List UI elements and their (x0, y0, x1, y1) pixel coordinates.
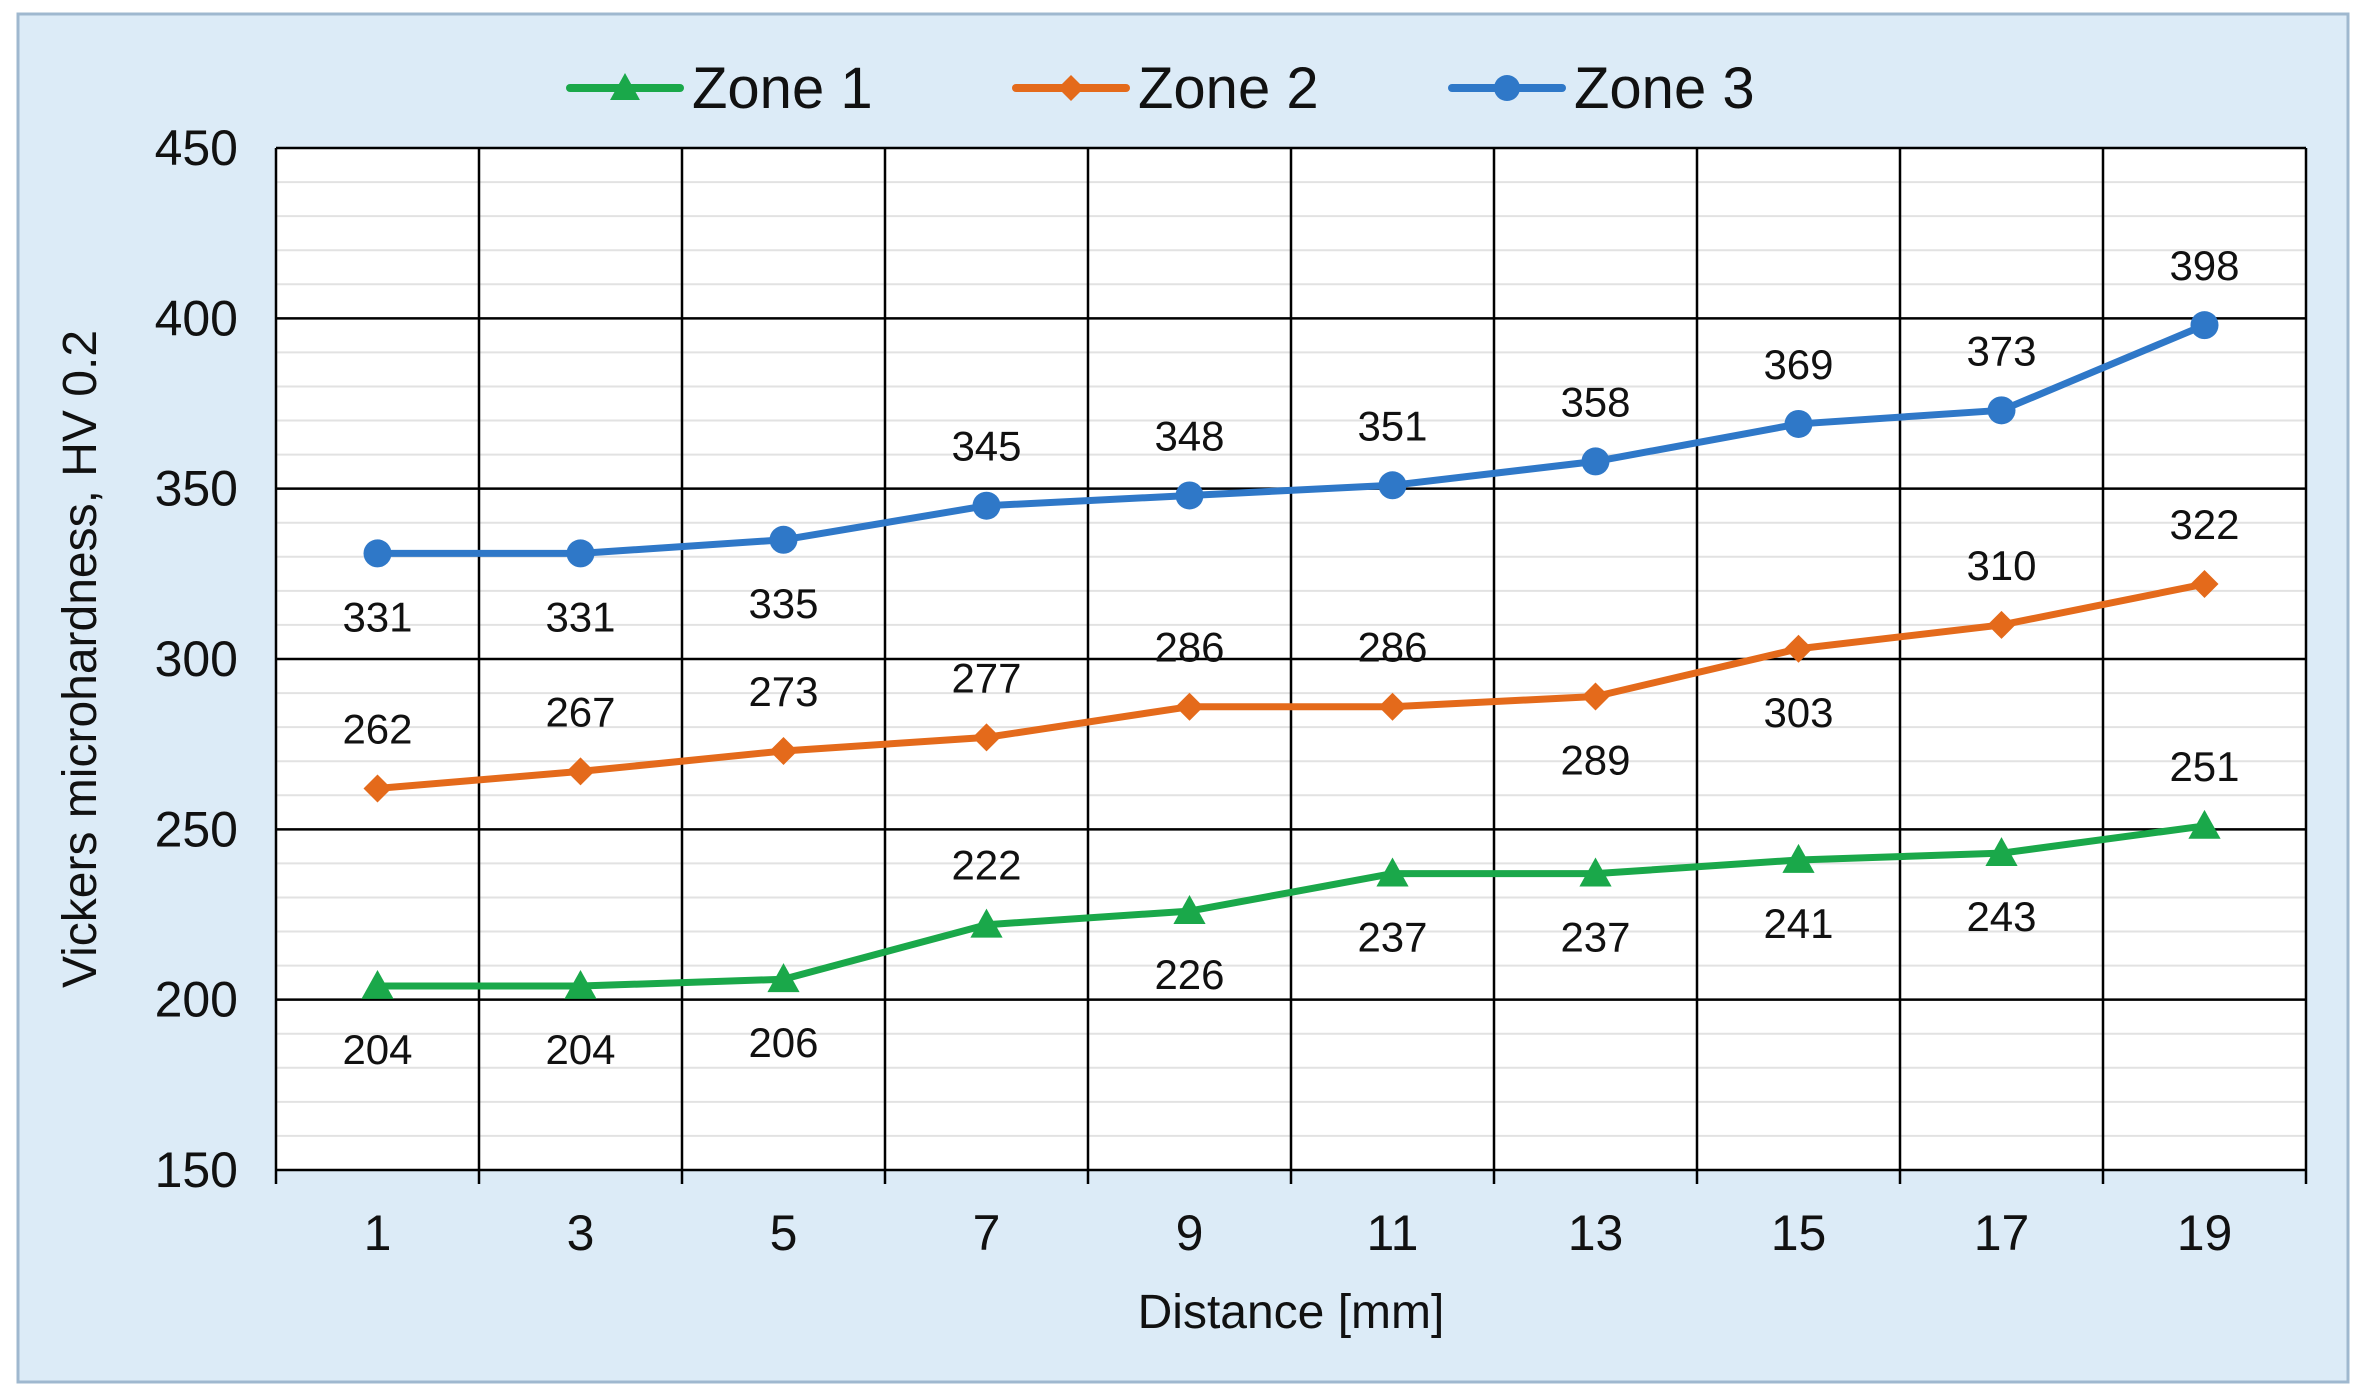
series-3-point (972, 491, 1001, 520)
x-tick-label: 19 (2177, 1205, 2233, 1261)
series-1-point (1376, 857, 1409, 887)
series-2-point (566, 757, 595, 786)
series-1-point (361, 969, 394, 999)
series-2-point (1581, 682, 1610, 711)
series-line-2 (374, 580, 2208, 792)
series-2-point (1987, 610, 2016, 639)
series-3-point (1581, 447, 1610, 476)
x-tick-label: 7 (973, 1205, 1001, 1261)
series-1-point (2188, 809, 2221, 839)
series-3-point (1784, 409, 1813, 438)
series-2-point (1175, 692, 1204, 721)
series-1-data-label: 226 (1154, 951, 1224, 998)
legend-label: Zone 2 (1138, 56, 1319, 121)
legend-swatch-marker (1494, 75, 1520, 101)
series-1-data-label: 206 (748, 1019, 818, 1066)
series-3-data-label: 331 (342, 593, 412, 640)
series-1-point (1579, 857, 1612, 887)
legend-swatch-marker (610, 73, 640, 100)
series-1-data-label: 241 (1763, 900, 1833, 947)
series-2-point (769, 736, 798, 765)
series-3-data-label: 331 (545, 593, 615, 640)
series-markers (361, 311, 2221, 999)
series-3-point (363, 539, 392, 568)
series-3-data-label: 335 (748, 580, 818, 627)
series-2-data-label: 286 (1357, 624, 1427, 671)
series-2-data-label: 262 (342, 705, 412, 752)
legend: Zone 1 Zone 2 Zone 3 (566, 56, 1755, 121)
legend-item-3: Zone 3 (1448, 56, 1755, 121)
y-axis-title: Vickers microhardness, HV 0.2 (54, 330, 107, 988)
series-lines (374, 321, 2208, 990)
series-3-point (566, 539, 595, 568)
series-1-data-label: 237 (1357, 914, 1427, 961)
series-3-data-label: 345 (951, 423, 1021, 470)
y-tick-label: 300 (155, 631, 238, 687)
y-axis: 150 200 250 300 350 400 450 (155, 120, 238, 1198)
series-1-data-label: 204 (545, 1026, 615, 1073)
y-tick-label: 250 (155, 801, 238, 857)
series-line-1 (374, 822, 2208, 990)
series-2-point (1784, 634, 1813, 663)
series-2-data-label: 303 (1763, 689, 1833, 736)
grid (274, 146, 2308, 1184)
series-3-data-label: 348 (1154, 412, 1224, 459)
series-2-point (363, 774, 392, 803)
series-2-data-label: 267 (545, 688, 615, 735)
legend-swatch-marker (1058, 75, 1084, 101)
legend-item-2: Zone 2 (1012, 56, 1319, 121)
series-3-point (2190, 311, 2219, 340)
x-tick-label: 15 (1771, 1205, 1827, 1261)
x-tick-label: 1 (364, 1205, 392, 1261)
y-tick-label: 150 (155, 1142, 238, 1198)
series-1-data-label: 204 (342, 1026, 412, 1073)
series-2-data-label: 289 (1560, 736, 1630, 783)
series-line-3 (374, 321, 2208, 557)
y-tick-label: 350 (155, 461, 238, 517)
series-2-data-label: 322 (2169, 501, 2239, 548)
series-2-data-label: 286 (1154, 624, 1224, 671)
series-3-data-label: 373 (1966, 327, 2036, 374)
series-2-point (2190, 570, 2219, 599)
legend-label: Zone 3 (1574, 56, 1755, 121)
series-1-data-label: 222 (951, 842, 1021, 889)
series-2-data-label: 273 (748, 668, 818, 715)
series-3-data-label: 398 (2169, 242, 2239, 289)
series-3-point (1175, 481, 1204, 510)
legend-item-1: Zone 1 (566, 56, 873, 121)
series-3-point (1987, 396, 2016, 425)
x-tick-label: 11 (1367, 1205, 1419, 1261)
x-tick-label: 13 (1568, 1205, 1624, 1261)
x-tick-label: 5 (770, 1205, 798, 1261)
series-1-point (1173, 894, 1206, 924)
y-tick-label: 400 (155, 290, 238, 346)
series-1-data-label: 243 (1966, 893, 2036, 940)
series-1-point (767, 963, 800, 993)
series-2-data-label: 310 (1966, 542, 2036, 589)
x-tick-label: 3 (567, 1205, 595, 1261)
data-labels: 204 204 206 222 226 237 237 241 243 251 262 267 273 2… (342, 242, 2239, 1073)
series-1-data-label: 237 (1560, 914, 1630, 961)
series-1-point (564, 969, 597, 999)
series-2-point (972, 723, 1001, 752)
y-tick-label: 200 (155, 972, 238, 1028)
legend-label: Zone 1 (692, 56, 873, 121)
x-axis: 1 3 5 7 9 11 13 15 17 19 (364, 1205, 2233, 1261)
y-tick-label: 450 (155, 120, 238, 176)
series-2-data-label: 277 (951, 654, 1021, 701)
series-3-data-label: 351 (1357, 402, 1427, 449)
series-3-data-label: 358 (1560, 378, 1630, 425)
x-axis-title: Distance [mm] (1138, 1286, 1445, 1339)
series-1-point (1985, 837, 2018, 867)
series-1-point (970, 908, 1003, 938)
series-3-point (1378, 471, 1407, 500)
series-2-point (1378, 692, 1407, 721)
series-1-data-label: 251 (2169, 743, 2239, 790)
series-3-point (769, 525, 798, 554)
series-1-point (1782, 843, 1815, 873)
x-tick-label: 17 (1974, 1205, 2030, 1261)
x-tick-label: 9 (1176, 1205, 1204, 1261)
series-3-data-label: 369 (1763, 341, 1833, 388)
